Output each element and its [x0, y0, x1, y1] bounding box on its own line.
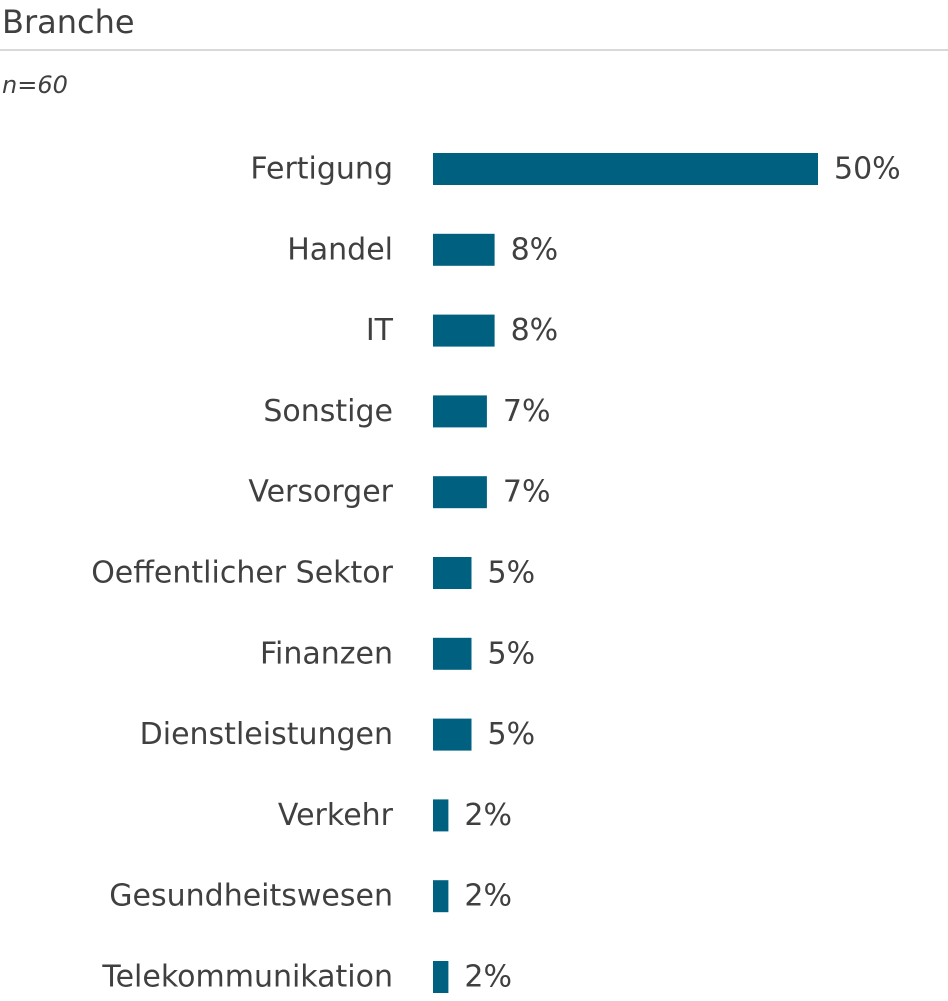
value-label-verkehr: 2%	[464, 798, 512, 833]
bar-gesundheitswesen	[433, 880, 449, 913]
value-label-gesundheitswesen: 2%	[464, 879, 512, 914]
bar-it	[433, 314, 495, 347]
category-label-sonstige: Sonstige	[263, 394, 393, 429]
category-label-oeffentlicher-sektor: Oeffentlicher Sektor	[91, 556, 393, 591]
bar-handel	[433, 233, 495, 266]
value-label-sonstige: 7%	[503, 394, 551, 429]
value-label-fertigung: 50%	[834, 152, 901, 187]
value-label-it: 8%	[511, 313, 559, 348]
bar-finanzen	[433, 637, 472, 670]
value-label-handel: 8%	[511, 232, 559, 267]
category-label-fertigung: Fertigung	[250, 152, 393, 187]
value-label-finanzen: 5%	[488, 636, 536, 671]
title-divider	[0, 49, 948, 51]
sample-size-note: n=60	[2, 71, 68, 99]
bar-sonstige	[433, 395, 487, 428]
value-label-oeffentlicher-sektor: 5%	[488, 556, 536, 591]
value-label-versorger: 7%	[503, 475, 551, 510]
bar-dienstleistungen	[433, 718, 472, 751]
category-label-handel: Handel	[287, 232, 393, 267]
value-label-telekommunikation: 2%	[464, 960, 512, 995]
category-label-versorger: Versorger	[248, 475, 393, 510]
bar-telekommunikation	[433, 961, 449, 993]
category-label-dienstleistungen: Dienstleistungen	[140, 717, 393, 752]
bar-fertigung	[433, 153, 818, 185]
category-label-it: IT	[366, 313, 394, 348]
category-label-gesundheitswesen: Gesundheitswesen	[109, 879, 393, 914]
bar-versorger	[433, 476, 487, 509]
value-label-dienstleistungen: 5%	[488, 717, 536, 752]
category-label-telekommunikation: Telekommunikation	[101, 960, 393, 995]
bars-group: Fertigung 50% Handel 8% IT 8% Sonstige 7% Versor…	[91, 152, 901, 995]
category-label-verkehr: Verkehr	[278, 798, 394, 833]
bar-oeffentlicher-sektor	[433, 557, 472, 589]
category-label-finanzen: Finanzen	[260, 636, 393, 671]
chart-title: Branche	[2, 3, 135, 41]
bar-verkehr	[433, 799, 449, 832]
